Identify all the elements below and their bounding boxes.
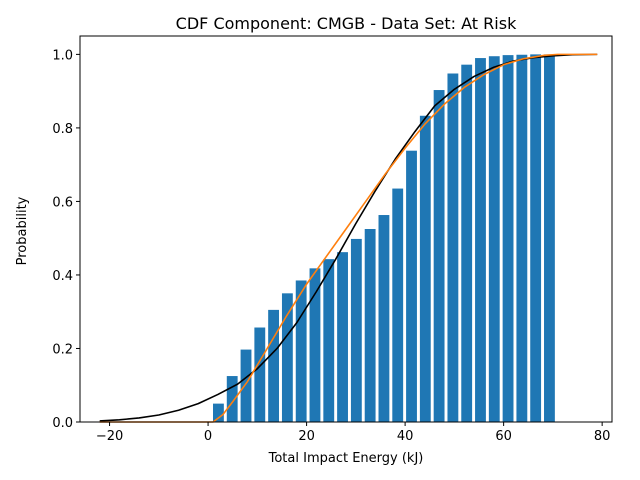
bar (213, 403, 224, 422)
x-tick-label: 0 (204, 429, 212, 444)
bar (295, 280, 307, 422)
bar (378, 215, 390, 422)
bar (392, 188, 404, 422)
x-tick-label: 80 (594, 429, 611, 444)
bar (268, 309, 280, 422)
bar (516, 54, 528, 422)
bar (226, 376, 238, 422)
bar (350, 238, 362, 422)
y-tick-label: 0.2 (52, 342, 73, 357)
bar (240, 349, 252, 422)
x-tick-label: 40 (397, 429, 414, 444)
y-tick-label: 1.0 (52, 48, 73, 63)
x-tick-label: 60 (495, 429, 512, 444)
chart-title: CDF Component: CMGB - Data Set: At Risk (176, 14, 517, 33)
bar (447, 73, 459, 422)
series-line-2 (99, 53, 598, 423)
bar (406, 150, 417, 422)
bar (488, 56, 500, 422)
bar (337, 252, 348, 422)
bar (461, 64, 473, 423)
bar (502, 55, 514, 423)
bar (309, 268, 321, 422)
bar (475, 58, 486, 423)
y-axis-label: Probability (15, 196, 30, 265)
bar (530, 54, 542, 422)
bar (419, 115, 431, 423)
y-tick-label: 0.6 (52, 195, 73, 210)
x-tick-label: 20 (298, 429, 315, 444)
bars-layer (213, 54, 555, 423)
x-tick-label: −20 (96, 429, 123, 444)
bar (364, 229, 376, 422)
lines-layer (99, 53, 598, 423)
y-tick-label: 0.4 (52, 269, 73, 284)
y-tick-label: 0.8 (52, 122, 73, 137)
x-axis-label: Total Impact Energy (kJ) (268, 451, 424, 466)
bar (281, 293, 293, 422)
plot-frame (79, 35, 613, 423)
bar (254, 327, 266, 422)
axes-layer: −20 0 20 40 60 80 0.0 0.2 0.4 0.6 0.8 1.0 (52, 35, 613, 444)
bar (544, 54, 555, 422)
bar (433, 90, 445, 422)
y-tick-label: 0.0 (52, 416, 73, 431)
bar (323, 259, 335, 422)
